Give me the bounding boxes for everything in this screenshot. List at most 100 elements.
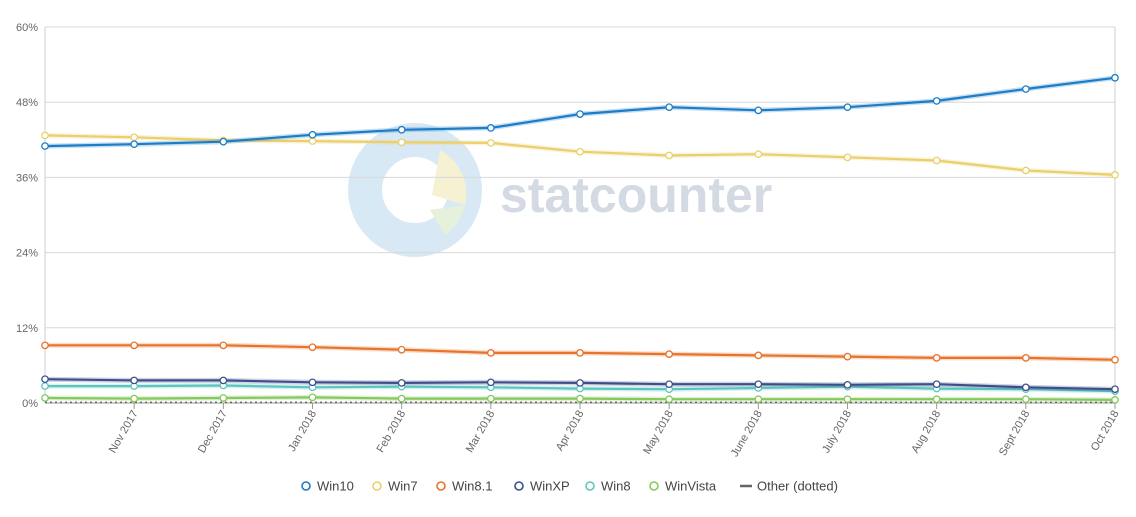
data-point-win8-1[interactable] [1111,355,1119,364]
data-point-winxp[interactable] [665,380,674,389]
data-point-win7[interactable] [1111,171,1119,179]
data-point-win10[interactable] [932,97,941,105]
legend-label: WinVista [665,479,717,494]
data-point-win10[interactable] [665,103,674,112]
x-tick-label: Feb 2018 [375,409,409,455]
y-tick-label: 36% [16,172,38,184]
data-point-win8-1[interactable] [397,345,406,354]
legend-item-win10[interactable]: Win10 [301,479,354,494]
data-point-winvista[interactable] [1021,395,1030,404]
data-point-win10[interactable] [1021,85,1030,93]
legend-item-winxp[interactable]: WinXP [514,479,570,494]
data-point-winvista[interactable] [41,394,49,402]
x-tick-label: Sept 2018 [997,409,1032,458]
data-point-winvista[interactable] [397,394,406,403]
data-point-winvista[interactable] [754,395,763,404]
data-point-win7[interactable] [41,131,49,140]
data-point-winxp[interactable] [397,379,406,387]
data-point-win7[interactable] [397,138,406,147]
data-point-winvista[interactable] [843,395,852,404]
data-point-winvista[interactable] [576,394,584,403]
data-point-winvista[interactable] [1111,396,1119,404]
data-point-winvista[interactable] [308,393,317,402]
data-point-win8-1[interactable] [41,341,49,350]
series-winxp [41,375,1119,394]
x-tick-label: May 2018 [641,409,676,457]
legend-label: Win7 [388,479,418,494]
data-point-win7[interactable] [932,156,941,165]
data-point-win8-1[interactable] [130,341,139,350]
data-point-winxp[interactable] [486,378,495,387]
x-tick-label: Apr 2018 [554,409,587,454]
data-point-win8-1[interactable] [308,343,317,352]
legend-symbol-marker [514,481,524,491]
data-point-win7[interactable] [665,151,674,160]
x-tick-label: Mar 2018 [464,409,498,455]
data-point-win7[interactable] [576,147,584,156]
data-point-winxp[interactable] [843,380,852,389]
legend-symbol-marker [301,481,311,491]
x-tick-label: Jan 2018 [286,409,319,454]
data-point-win7[interactable] [1021,166,1030,175]
data-point-winxp[interactable] [41,375,49,384]
data-point-winxp[interactable] [754,380,763,389]
data-point-win8-1[interactable] [219,341,228,350]
data-point-winxp[interactable] [932,380,941,389]
data-point-winvista[interactable] [219,394,228,402]
data-point-winxp[interactable] [219,376,228,385]
legend-item-other-dotted[interactable]: Other (dotted) [740,479,838,494]
legend: Win10 Win7 Win8.1 WinXP Win8 WinVista Other (d… [301,479,838,494]
data-point-win8-1[interactable] [932,354,941,362]
y-tick-label: 24% [16,248,38,260]
data-point-win10[interactable] [843,103,852,112]
data-point-win8[interactable] [41,382,49,390]
data-point-winxp[interactable] [576,379,584,387]
legend-symbol-marker [372,481,382,491]
data-point-win8-1[interactable] [665,350,674,358]
data-point-winxp[interactable] [1021,383,1030,392]
data-point-winvista[interactable] [130,394,139,403]
data-point-winvista[interactable] [932,395,941,404]
y-tick-label: 48% [16,97,38,109]
x-tick-label: Aug 2018 [909,409,943,456]
data-point-win10[interactable] [308,130,317,139]
data-point-winvista[interactable] [665,395,674,404]
data-point-win10[interactable] [486,124,495,132]
series-win8-1 [41,341,1119,364]
x-tick-label: July 2018 [820,409,854,456]
data-point-winvista[interactable] [486,394,495,403]
data-point-win10[interactable] [1111,73,1119,82]
data-point-win7[interactable] [486,139,495,147]
data-point-win10[interactable] [130,140,139,149]
grid [44,26,1116,404]
data-point-win8-1[interactable] [576,349,584,357]
legend-label: Other (dotted) [757,479,838,494]
y-tick-label: 60% [16,22,38,34]
series-win10 [41,73,1119,150]
data-point-winxp[interactable] [1111,385,1119,394]
data-point-win8-1[interactable] [1021,354,1030,362]
data-point-winxp[interactable] [130,376,139,385]
data-point-win8-1[interactable] [843,352,852,361]
data-point-win7[interactable] [130,133,139,142]
series-lines [41,73,1119,404]
legend-item-winvista[interactable]: WinVista [649,479,717,494]
data-point-win7[interactable] [308,137,317,145]
series-winvista [41,393,1119,404]
data-point-win10[interactable] [576,110,584,118]
data-point-win8-1[interactable] [486,349,495,357]
data-point-win7[interactable] [754,150,763,159]
y-tick-label: 0% [22,398,38,410]
data-point-win7[interactable] [843,153,852,162]
data-point-win8-1[interactable] [754,351,763,360]
data-point-winxp[interactable] [308,378,317,387]
legend-item-win7[interactable]: Win7 [372,479,418,494]
legend-item-win8-1[interactable]: Win8.1 [436,479,492,494]
data-point-win10[interactable] [397,125,406,134]
data-point-win10[interactable] [219,137,228,146]
data-point-win10[interactable] [754,106,763,115]
legend-item-win8[interactable]: Win8 [585,479,631,494]
data-point-win10[interactable] [41,142,49,150]
legend-label: Win8.1 [452,479,492,494]
